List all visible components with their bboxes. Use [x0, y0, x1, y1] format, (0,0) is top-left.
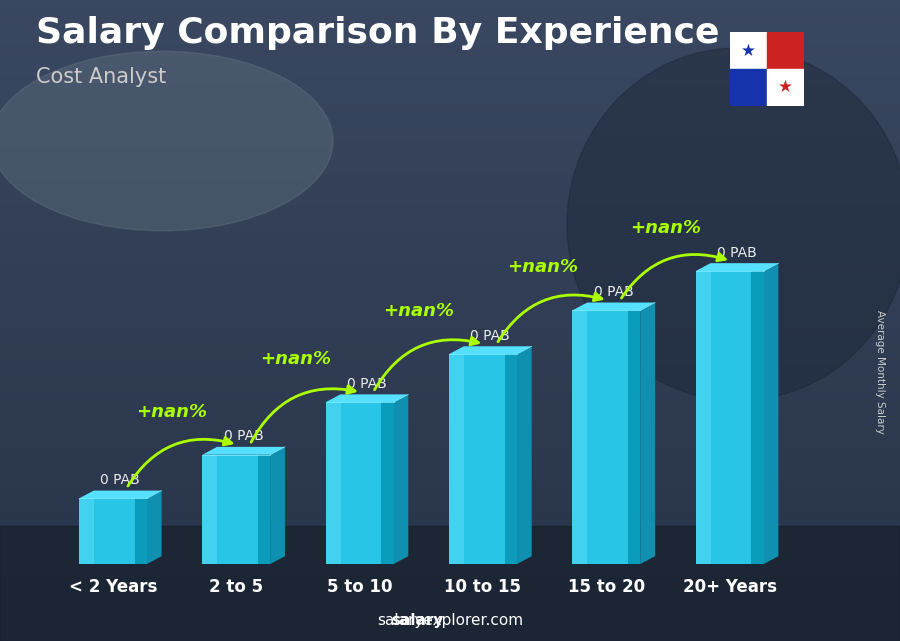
Polygon shape [270, 447, 285, 564]
Bar [449, 354, 517, 564]
Polygon shape [517, 346, 532, 564]
Bar [628, 310, 640, 564]
Bar [505, 354, 517, 564]
Bar [752, 271, 763, 564]
Text: Cost Analyst: Cost Analyst [36, 67, 166, 87]
Bar [326, 403, 340, 564]
Bar [449, 354, 464, 564]
Bar [696, 271, 711, 564]
Bar [135, 499, 147, 564]
Bar [202, 454, 217, 564]
Polygon shape [449, 346, 532, 354]
Polygon shape [696, 263, 778, 271]
Polygon shape [326, 394, 409, 403]
Bar [258, 454, 270, 564]
Bar [572, 310, 640, 564]
Text: Salary Comparison By Experience: Salary Comparison By Experience [36, 16, 719, 50]
Polygon shape [640, 303, 655, 564]
Text: +nan%: +nan% [260, 350, 331, 368]
Polygon shape [202, 447, 285, 454]
Bar [382, 403, 393, 564]
Bar [572, 310, 588, 564]
Text: +nan%: +nan% [383, 302, 454, 320]
Text: +nan%: +nan% [137, 403, 208, 420]
Text: 0 PAB: 0 PAB [471, 329, 510, 343]
Text: +nan%: +nan% [507, 258, 578, 276]
Text: 0 PAB: 0 PAB [101, 473, 140, 487]
Polygon shape [79, 490, 162, 499]
Bar [696, 271, 763, 564]
Bar [79, 499, 94, 564]
Polygon shape [147, 490, 162, 564]
Bar [731, 32, 767, 69]
Text: salaryexplorer.com: salaryexplorer.com [377, 613, 523, 628]
Bar [0, 526, 900, 641]
Ellipse shape [0, 51, 333, 231]
Text: ★: ★ [742, 42, 756, 60]
Bar [326, 403, 393, 564]
Text: 0 PAB: 0 PAB [347, 377, 387, 391]
Bar [79, 499, 147, 564]
Text: 0 PAB: 0 PAB [594, 285, 634, 299]
Text: 0 PAB: 0 PAB [717, 246, 757, 260]
Text: Average Monthly Salary: Average Monthly Salary [875, 310, 886, 434]
Bar [731, 69, 767, 106]
Polygon shape [572, 303, 655, 310]
Polygon shape [763, 263, 778, 564]
Text: ★: ★ [778, 78, 793, 96]
Text: +nan%: +nan% [630, 219, 701, 237]
Bar [767, 69, 804, 106]
Ellipse shape [567, 48, 900, 401]
Polygon shape [393, 394, 409, 564]
Text: salary: salary [392, 613, 444, 628]
Text: 0 PAB: 0 PAB [224, 429, 264, 444]
Bar [202, 454, 270, 564]
Bar [767, 32, 804, 69]
